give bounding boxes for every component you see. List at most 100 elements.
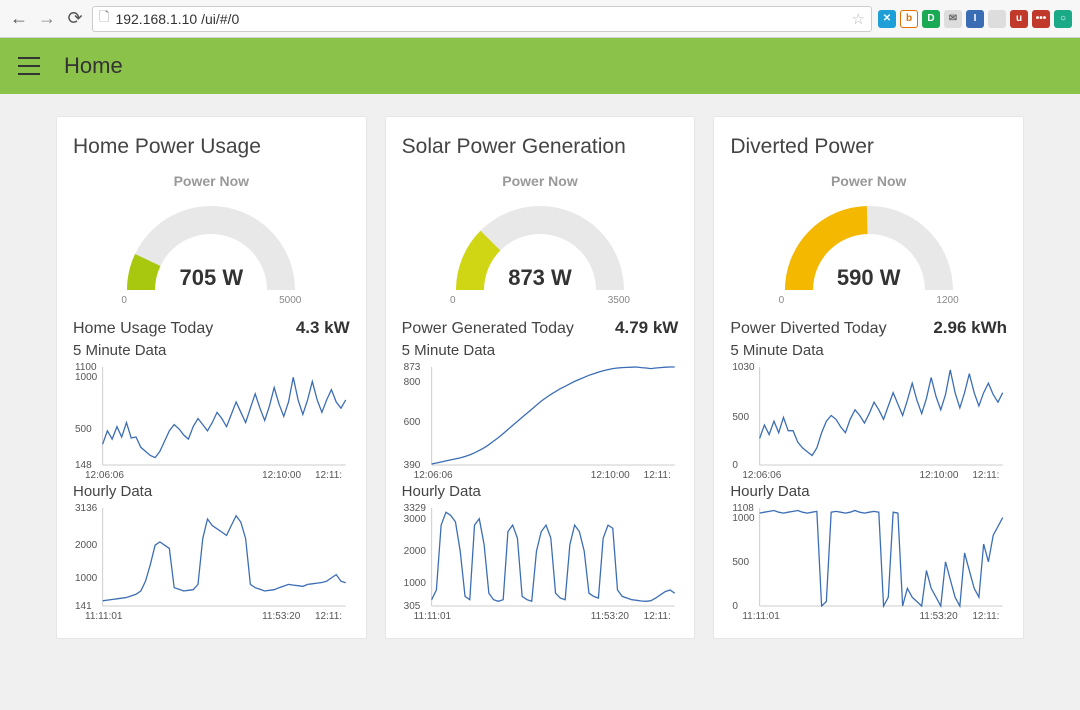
x-tick: 12:06:06 [85,470,124,481]
gauge-max: 3500 [608,295,630,306]
ext-mail-icon[interactable]: ✉ [944,10,962,28]
today-row: Power Diverted Today 2.96 kWh [730,318,1007,338]
gauge: 705 W [73,195,350,295]
y-tick: 3136 [75,503,97,514]
y-tick: 500 [732,412,749,423]
gauge-min: 0 [450,295,456,306]
hourly-label: Hourly Data [402,483,679,500]
y-tick: 1000 [732,513,754,524]
y-tick: 3000 [404,514,426,525]
power-now-label: Power Now [402,173,679,189]
x-tick: 12:06:06 [414,470,453,481]
x-tick: 11:53:20 [262,611,300,622]
card-title: Diverted Power [730,135,1007,159]
today-label: Home Usage Today [73,320,213,338]
power-now-label: Power Now [73,173,350,189]
gauge-min: 0 [779,295,785,306]
file-icon: 🗋 [99,8,109,30]
y-tick: 2000 [75,540,97,551]
today-label: Power Diverted Today [730,320,886,338]
card-title: Home Power Usage [73,135,350,159]
y-tick: 0 [732,460,738,471]
gauge-scale: 0 3500 [440,295,640,306]
card-title: Solar Power Generation [402,135,679,159]
reload-button[interactable]: ⟳ [64,8,86,30]
y-tick: 1030 [732,362,754,373]
gauge: 873 W [402,195,679,295]
hourly-chart: 332930002000100030511:11:0111:53:2012:11… [402,502,679,620]
extension-icons: ✕bD✉Iu•••○ [878,10,1072,28]
x-tick: 11:11:01 [414,611,451,622]
ext-lastpass-icon[interactable]: ••• [1032,10,1050,28]
y-tick: 500 [732,557,749,568]
y-tick: 600 [404,417,421,428]
x-tick: 12:11: [644,611,671,622]
minute-label: 5 Minute Data [402,342,679,359]
url-bar[interactable]: 🗋 192.168.1.10 /ui/#/0 ☆ [92,6,872,32]
x-tick: 12:11: [972,611,999,622]
today-value: 2.96 kWh [933,318,1007,338]
x-tick: 12:11: [644,470,671,481]
gauge-scale: 0 1200 [769,295,969,306]
x-tick: 11:11:01 [742,611,779,622]
app-header: Home [0,38,1080,94]
power-now-label: Power Now [730,173,1007,189]
x-tick: 12:06:06 [742,470,781,481]
hourly-label: Hourly Data [730,483,1007,500]
hourly-label: Hourly Data [73,483,350,500]
x-tick: 12:10:00 [591,470,630,481]
hamburger-menu-icon[interactable] [18,57,40,75]
gauge-value: 590 W [769,265,969,291]
x-tick: 12:11: [315,611,342,622]
hourly-chart: 31362000100014111:11:0111:53:2012:11: [73,502,350,620]
ext-u-icon[interactable]: u [1010,10,1028,28]
ext-d-icon[interactable]: D [922,10,940,28]
y-tick: 1000 [75,372,97,383]
cards-container: Home Power Usage Power Now 705 W 05000 H… [0,94,1080,639]
hourly-chart: 11081000500011:11:0111:53:2012:11: [730,502,1007,620]
today-label: Power Generated Today [402,320,574,338]
card-1: Solar Power Generation Power Now 873 W 0… [385,116,696,639]
y-tick: 500 [75,424,92,435]
back-button[interactable]: ← [8,8,30,30]
url-text: 192.168.1.10 /ui/#/0 [115,11,845,27]
minute-chart: 87380060039012:06:0612:10:0012:11: [402,361,679,479]
ext-pocket-icon[interactable] [988,10,1006,28]
x-tick: 11:11:01 [85,611,122,622]
minute-label: 5 Minute Data [730,342,1007,359]
page-title: Home [64,53,123,79]
x-tick: 12:10:00 [262,470,301,481]
minute-chart: 1030 500 0 12:06:06 12:10:00 12:11: [730,361,1007,479]
y-tick: 873 [404,362,421,373]
minute-label: 5 Minute Data [73,342,350,359]
gauge-min: 0 [121,295,127,306]
today-value: 4.79 kW [615,318,678,338]
ext-b-icon[interactable]: b [900,10,918,28]
gauge-max: 5000 [279,295,301,306]
y-tick: 1000 [404,578,426,589]
x-tick: 11:53:20 [919,611,957,622]
x-tick: 12:11: [972,470,999,481]
ext-close-icon[interactable]: ✕ [878,10,896,28]
forward-button[interactable]: → [36,8,58,30]
gauge-value: 705 W [111,265,311,291]
y-tick: 3329 [404,503,426,514]
x-tick: 12:10:00 [919,470,958,481]
today-row: Home Usage Today 4.3 kW [73,318,350,338]
gauge: 590 W [730,195,1007,295]
card-2: Diverted Power Power Now 590 W 0 1200 Pow… [713,116,1024,639]
gauge-max: 1200 [936,295,958,306]
today-row: Power Generated Today 4.79 kW [402,318,679,338]
minute-chart: 1100100050014812:06:0612:10:0012:11: [73,361,350,479]
y-tick: 0 [732,601,738,612]
y-tick: 2000 [404,546,426,557]
bookmark-star-icon[interactable]: ☆ [852,10,865,28]
browser-chrome: ← → ⟳ 🗋 192.168.1.10 /ui/#/0 ☆ ✕bD✉Iu•••… [0,0,1080,38]
y-tick: 1000 [75,573,97,584]
ext-o-icon[interactable]: ○ [1054,10,1072,28]
gauge-value: 873 W [440,265,640,291]
ext-i-icon[interactable]: I [966,10,984,28]
gauge-scale: 0 5000 [111,295,311,306]
card-0: Home Power Usage Power Now 705 W 0 5000 H… [56,116,367,639]
x-tick: 11:53:20 [591,611,629,622]
